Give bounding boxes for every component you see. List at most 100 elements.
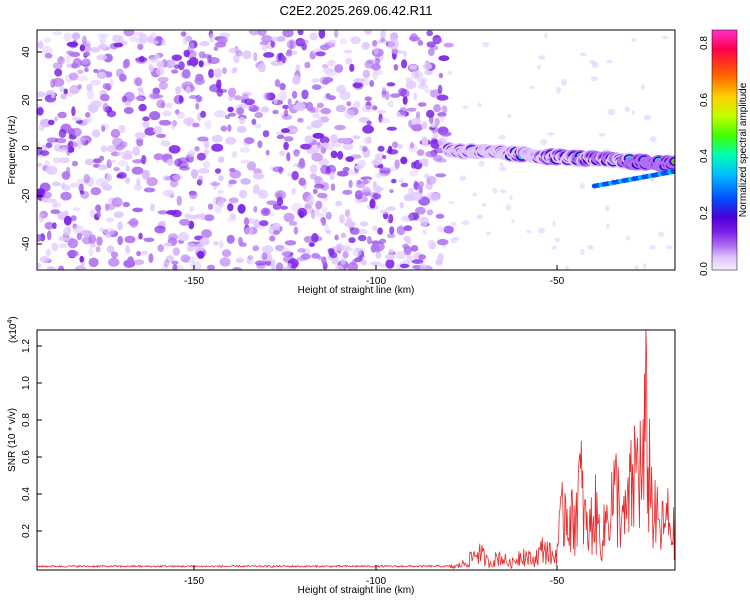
heatmap-cell [361,186,372,197]
heatmap-cell [99,227,105,232]
heatmap-cell [433,104,441,113]
heatmap-cell [322,79,330,85]
heatmap-cell [395,251,407,260]
heatmap-cell [106,110,117,118]
heatmap-cell [405,80,417,90]
heatmap-cell [410,245,419,252]
spectrogram-frame [36,29,676,271]
snr-ytick-label: 0.2 [21,524,32,538]
heatmap-cell [430,123,436,128]
heatmap-cell [224,114,231,120]
heatmap-cell [478,160,485,167]
heatmap-cell [450,237,458,243]
heatmap-cell [162,174,170,182]
heatmap-cell [172,174,184,181]
heatmap-cell [311,253,320,259]
heatmap-cell [297,248,306,253]
heatmap-cell [481,203,488,207]
heatmap-cell [311,152,323,162]
heatmap-cell [189,190,198,200]
heatmap-cell [282,114,293,120]
heatmap-cell [176,195,182,206]
heatmap-cell [199,237,210,246]
heatmap-cell [396,225,406,236]
heatmap-cell [552,220,556,227]
heatmap-cell [84,112,91,118]
heatmap-cell [291,187,296,195]
heatmap-cell [359,221,369,227]
heatmap-cell [275,262,284,270]
heatmap-cell [327,59,336,67]
heatmap-cell [98,155,105,161]
heatmap-cell [77,69,84,74]
heatmap-cell [117,221,123,231]
heatmap-cell [45,248,51,257]
heatmap-cell [378,113,383,123]
heatmap-cell [273,230,280,235]
heatmap-cell [236,107,245,116]
snr-ytick-label: 1.0 [21,376,32,390]
heatmap-cell [90,187,102,196]
heatmap-cell [357,234,367,242]
heatmap-cell [244,98,255,106]
heatmap-cell [115,68,124,78]
colorbar-tick-label: 0.6 [699,93,710,107]
heatmap-cell [435,158,447,163]
heatmap-cell [320,107,332,115]
heatmap-cell [378,263,388,268]
heatmap-cell [275,36,286,42]
heatmap-cell [546,132,555,136]
heatmap-cell [45,165,58,175]
heatmap-cell [79,255,84,263]
heatmap-cell [195,213,204,219]
heatmap-cell [371,158,383,166]
heatmap-cell [345,156,355,163]
heatmap-cell [153,125,163,135]
heatmap-cell [388,248,394,254]
heatmap-cell [381,87,387,95]
heatmap-cell [181,69,191,79]
heatmap-cell [330,150,338,159]
heatmap-cell [132,159,144,164]
heatmap-cell [253,172,265,180]
heatmap-cell [63,32,72,41]
heatmap-cell [499,162,504,167]
heatmap-cell [48,119,55,126]
heatmap-cell [240,178,252,185]
heatmap-cell [313,183,325,189]
heatmap-cell [133,183,142,191]
heatmap-cell [214,168,222,174]
heatmap-cell [196,152,206,161]
heatmap-cell [410,118,422,125]
heatmap-cell [165,102,173,109]
heatmap-cell [315,51,326,57]
heatmap-cell [258,191,264,196]
heatmap-cell [58,157,70,164]
heatmap-cell [426,109,435,118]
heatmap-cell [315,200,323,210]
heatmap-cell [122,59,128,69]
heatmap-cell [437,225,445,233]
heatmap-cell [168,145,181,154]
heatmap-cell [284,240,297,246]
heatmap-cell [104,203,110,212]
heatmap-cell [437,84,443,95]
heatmap-cell [433,132,438,139]
heatmap-cell [399,107,407,116]
heatmap-cell [402,96,408,105]
heatmap-cell [99,35,107,45]
heatmap-cell [492,188,498,194]
heatmap-cell [213,68,223,78]
heatmap-cell [413,181,420,191]
heatmap-cell [43,197,55,203]
heatmap-cell [330,134,339,144]
heatmap-cell [390,93,401,98]
heatmap-cell [277,197,284,206]
heatmap-cell [367,236,372,245]
heatmap-cell [312,188,318,195]
heatmap-cell [590,76,599,82]
heatmap-cell [208,57,220,64]
heatmap-cell [89,243,96,248]
heatmap-cell [459,175,466,182]
heatmap-cell [316,102,324,109]
